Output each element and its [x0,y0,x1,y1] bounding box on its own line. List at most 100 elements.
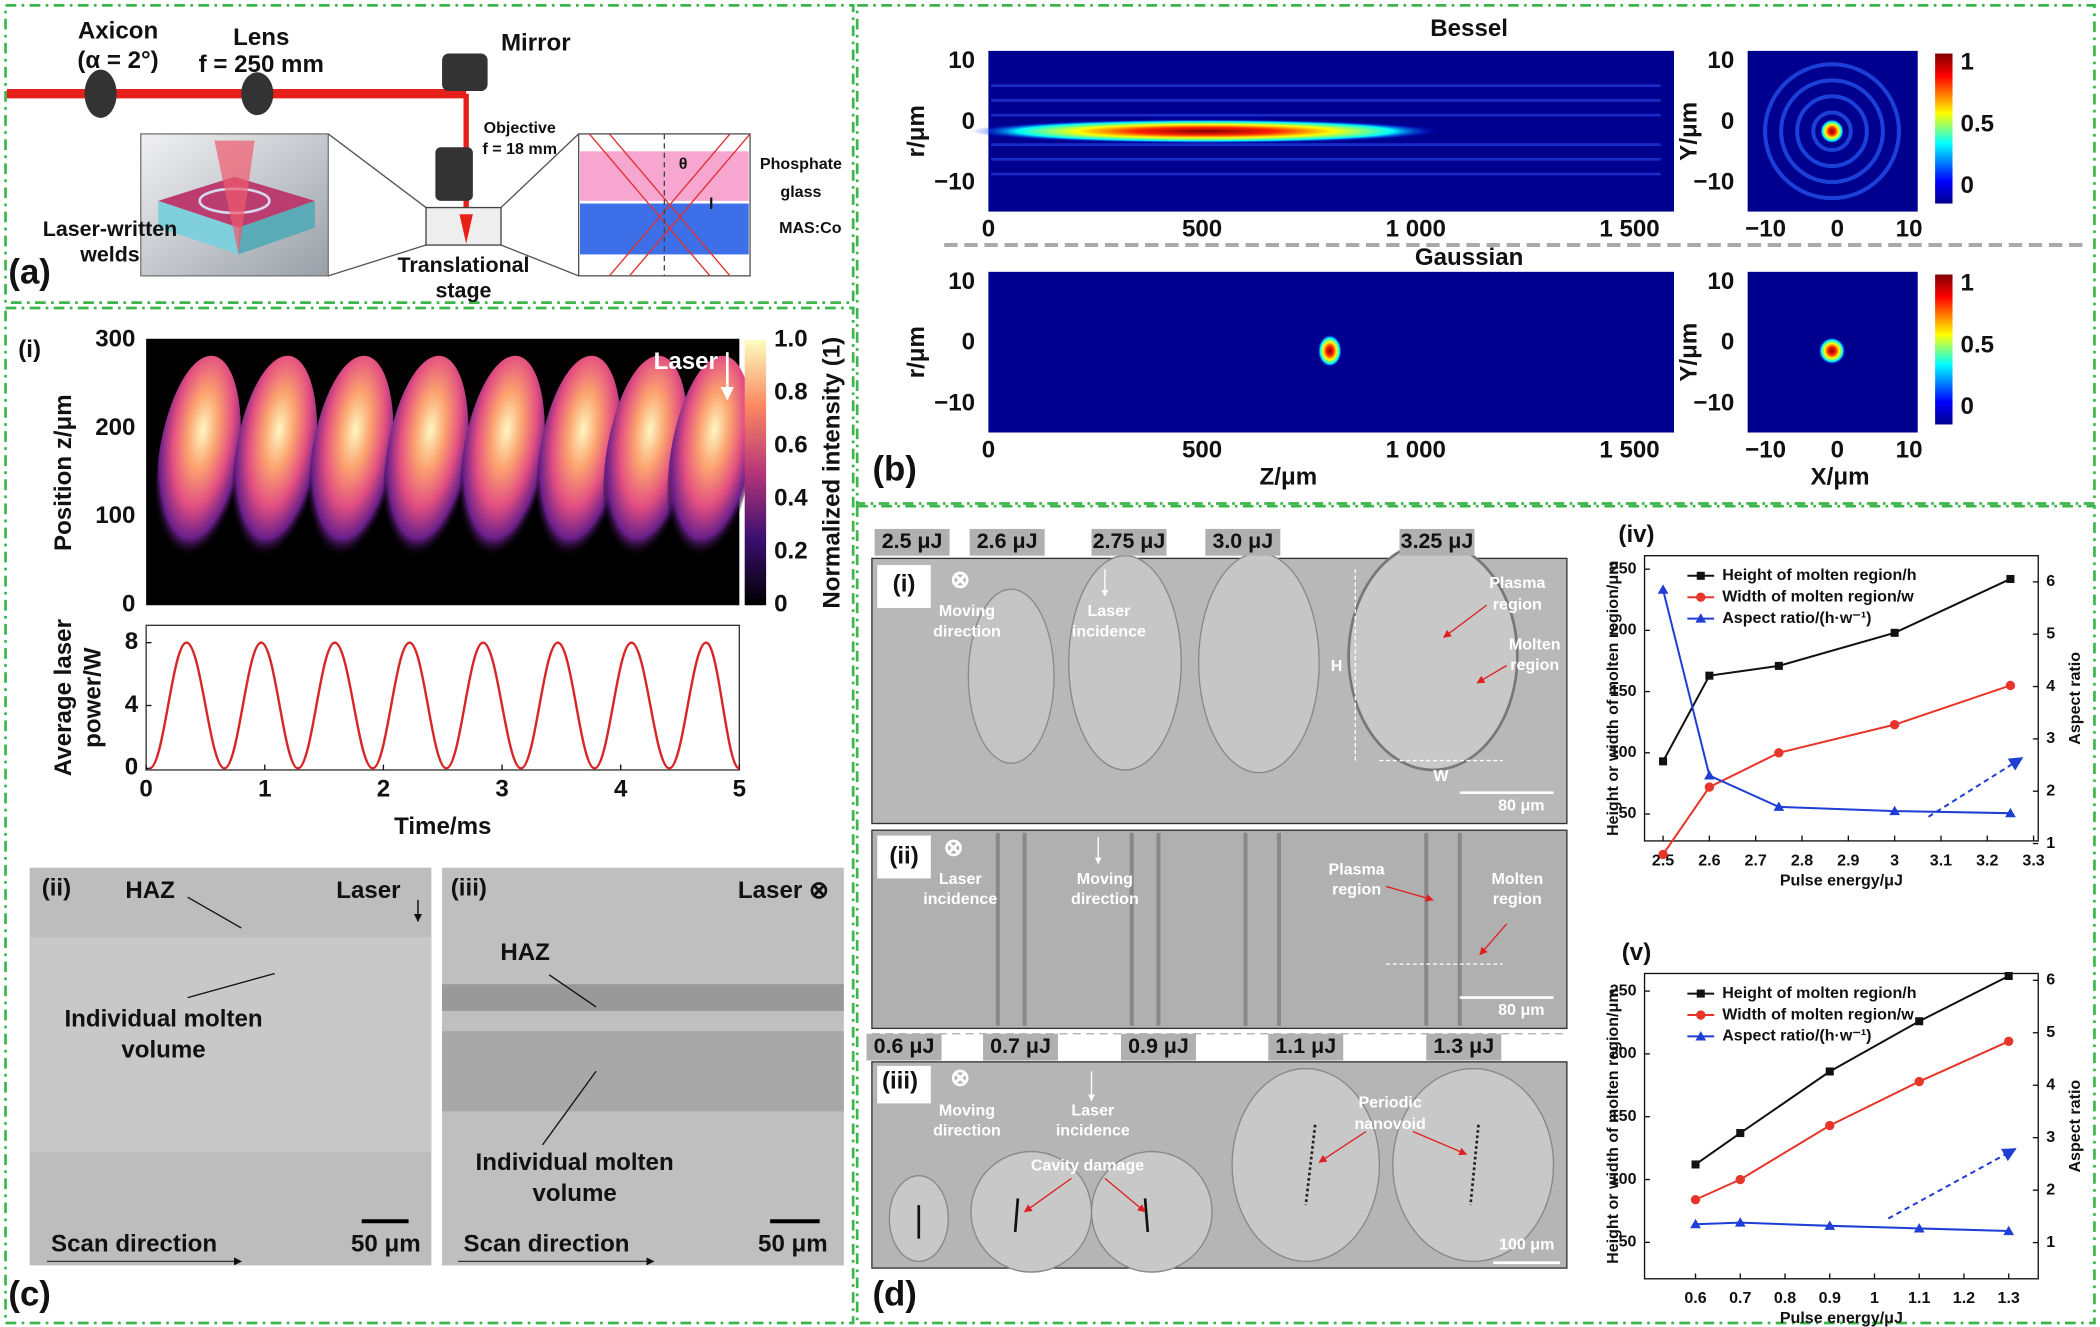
label: 10 [1896,437,1923,464]
label: 1 000 [1386,216,1446,243]
label: 300 [95,325,135,352]
label: 10 [1707,268,1734,295]
label: −10 [1693,389,1734,416]
label: 500 [1182,437,1222,464]
marker [1705,671,1714,680]
label: Objective [484,119,556,137]
label: Phosphate [760,155,842,173]
label: Width of molten region/w [1722,587,1914,605]
marker [1690,1218,1701,1229]
label: Z/μm [1260,463,1318,490]
marker [1691,1160,1700,1169]
label: 0 [1961,172,1974,199]
label: Moving [939,1102,995,1120]
label: 0 [1831,437,1844,464]
label: volume [121,1037,205,1064]
energy-chip [1120,1033,1196,1061]
series-line [1662,578,2011,762]
label: Moving [939,602,995,620]
label: Laser [336,877,401,904]
label: 1.3 [1998,1289,2020,1307]
label: 3.2 [1976,851,1998,869]
energy-chip [1399,528,1475,556]
label: incidence [1072,622,1146,640]
label: (ii) [42,874,71,901]
label: 1 000 [1386,437,1446,464]
label: Periodic [1358,1094,1421,1112]
label: Axicon [78,17,158,44]
label: −10 [1745,216,1786,243]
micrographs [871,540,2039,1280]
label: 50 [1619,804,1637,822]
label: nanovoid [1354,1115,1425,1133]
label: 3 [2046,729,2055,747]
label: 1.1 [1908,1289,1930,1307]
label: Molten [1509,636,1561,654]
label: 0.4 [774,485,808,512]
marker [1889,719,1900,730]
label: 2 [377,775,390,802]
label: Cavity damage [1031,1157,1144,1175]
label: Pulse energy/μJ [1780,871,1903,889]
label: 2.5 μJ [882,529,943,553]
label: 0.8 [1774,1289,1796,1307]
marker [1658,849,1668,860]
label: region [1493,596,1542,614]
label: Lens [233,24,289,51]
marker [1889,805,1900,816]
label: 2.5 [1652,851,1674,869]
label: 50 [1619,1233,1637,1251]
label: 2.9 [1837,851,1859,869]
label: Height or width of molten region/μm [1604,988,1622,1263]
label: (iii) [451,874,487,901]
label: 0.6 [1684,1289,1706,1307]
label: Time/ms [394,813,491,840]
marker [1825,1067,1834,1076]
label: Individual molten [476,1149,674,1176]
marker [1735,1174,1745,1185]
label: 0 [1721,329,1734,356]
label: 100 [95,502,135,529]
label-bg [877,565,931,608]
label: Scan direction [51,1231,217,1258]
label: MAS:Co [779,219,842,237]
label: 0.8 [774,379,808,406]
label: θ [679,155,688,173]
label: 0.6 [774,432,808,459]
marker [1734,1217,1746,1227]
label: 100 [1610,1170,1637,1188]
label: 4 [125,691,139,718]
label: region [1510,656,1559,674]
label: −10 [1693,168,1734,195]
marker [1915,1017,1924,1026]
label: (α = 2°) [77,47,158,74]
label: 0 [982,437,995,464]
marker [2004,1036,2014,1047]
label: Plasma [1329,861,1386,879]
marker [1696,1010,1706,1020]
label: 0.9 [1819,1289,1841,1307]
label: Height or width of molten region/μm [1604,561,1622,836]
label: 0 [982,216,995,243]
label: 150 [1610,1107,1637,1125]
label: Normalized intensity (1) [818,337,845,609]
label: 0 [125,754,138,781]
label: f = 18 mm [482,140,556,158]
marker [1695,613,1707,623]
label: 10 [1707,47,1734,74]
marker [2006,574,2015,583]
label: 200 [1610,1044,1637,1062]
label: f = 250 mm [199,51,324,78]
label: Aspect ratio [2066,652,2084,745]
label: 0.2 [774,538,808,565]
marker [1824,1220,1836,1230]
label-bg [877,1065,931,1104]
label: glass [780,183,821,201]
label: 50 μm [758,1231,828,1258]
label: 2.6 μJ [977,529,1038,553]
label: 0 [1961,393,1974,420]
label: 1 [2046,834,2055,852]
energy-chip [874,528,950,556]
label: Laser [939,870,982,888]
label: 5 [733,775,746,802]
